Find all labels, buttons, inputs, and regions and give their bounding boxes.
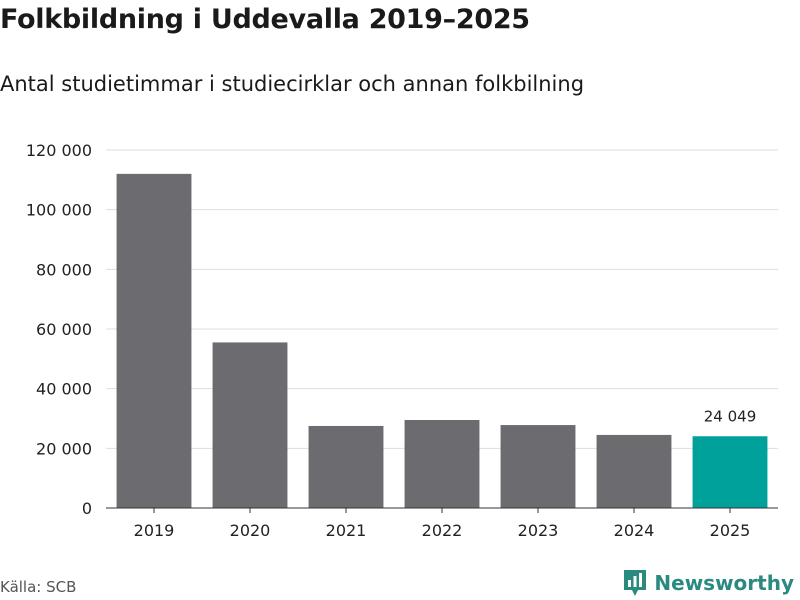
y-tick-label: 80 000 — [36, 260, 92, 279]
x-tick-label: 2022 — [422, 521, 463, 540]
y-tick-label: 120 000 — [26, 141, 92, 160]
bar-2023 — [500, 425, 576, 508]
x-tick-label: 2019 — [134, 521, 175, 540]
bar-2021 — [308, 425, 384, 508]
bar-2020 — [212, 342, 288, 508]
x-tick-label: 2025 — [710, 521, 751, 540]
bar-2024 — [596, 434, 672, 508]
bar-2019 — [116, 173, 192, 508]
bar-2022 — [404, 419, 480, 508]
chart-subtitle: Antal studietimmar i studiecirklar och a… — [0, 72, 585, 96]
bar-chart: 0 20 000 40 000 60 000 80 000 100 000 120 000 2… — [26, 141, 778, 540]
source-note: Källa: SCB — [0, 578, 77, 596]
bar-2025 — [692, 436, 768, 508]
data-label: 24 049 — [704, 407, 757, 425]
y-tick-label: 0 — [82, 499, 92, 518]
x-tick-label: 2024 — [614, 521, 655, 540]
brand-name: Newsworthy — [654, 571, 794, 595]
brand-logo: Newsworthy — [622, 568, 794, 598]
x-tick-label: 2020 — [230, 521, 271, 540]
y-tick-label: 40 000 — [36, 380, 92, 399]
y-tick-label: 20 000 — [36, 439, 92, 458]
x-tick-label: 2021 — [326, 521, 367, 540]
newsworthy-logo-icon — [624, 570, 647, 596]
chart-title: Folkbildning i Uddevalla 2019–2025 — [0, 4, 530, 35]
y-tick-label: 100 000 — [26, 201, 92, 220]
y-tick-label: 60 000 — [36, 320, 92, 339]
x-tick-label: 2023 — [518, 521, 559, 540]
